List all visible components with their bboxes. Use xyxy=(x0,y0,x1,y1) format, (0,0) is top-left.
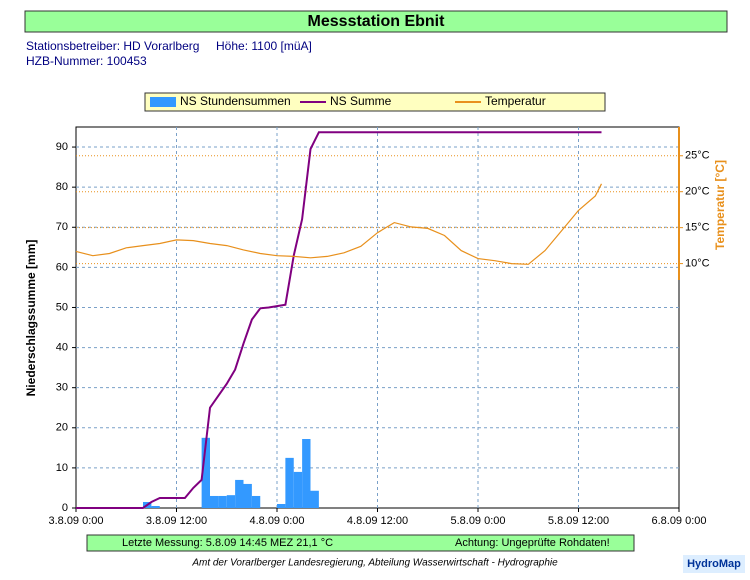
legend xyxy=(144,92,606,112)
bar xyxy=(251,495,261,508)
legend-label: NS Stundensummen xyxy=(180,94,291,108)
title-bar xyxy=(24,10,728,33)
x-tick-label: 5.8.09 12:00 xyxy=(548,515,609,527)
y-tick-label: 60 xyxy=(56,261,68,273)
x-tick-label: 6.8.09 0:00 xyxy=(651,515,706,527)
legend-swatch xyxy=(150,97,176,107)
hzb-number: HZB-Nummer: 100453 xyxy=(26,54,147,68)
bar xyxy=(151,505,160,508)
y-tick-label: 90 xyxy=(56,141,68,153)
line xyxy=(75,183,603,265)
badge xyxy=(683,555,745,573)
x-tick-label: 4.8.09 0:00 xyxy=(249,515,304,527)
line xyxy=(76,131,602,509)
operator: Stationsbetreiber: HD Vorarlberg xyxy=(26,39,199,53)
bar xyxy=(235,479,244,508)
legend-label: NS Summe xyxy=(330,94,392,108)
last-measurement: Letzte Messung: 5.8.09 14:45 MEZ 21,1 °C xyxy=(122,537,333,549)
bar xyxy=(302,439,311,508)
x-tick-label: 3.8.09 0:00 xyxy=(48,515,103,527)
y-tick-label: 10 xyxy=(56,462,68,474)
bar xyxy=(243,483,252,508)
bar xyxy=(277,503,286,508)
y-tick-label: 20 xyxy=(56,422,68,434)
y2-tick-label: 15°C xyxy=(685,222,710,234)
altitude: Höhe: 1100 [müA] xyxy=(216,39,312,53)
bar xyxy=(226,495,236,508)
warning: Achtung: Ungeprüfte Rohdaten! xyxy=(455,537,610,549)
bar xyxy=(285,457,294,508)
plot-frame xyxy=(75,126,680,509)
status-bar xyxy=(86,534,635,552)
y-tick-label: 70 xyxy=(56,221,68,233)
y2-tick-label: 10°C xyxy=(685,257,710,269)
x-tick-label: 3.8.09 12:00 xyxy=(146,515,207,527)
footer: Amt der Vorarlberger Landesregierung, Ab… xyxy=(191,558,558,569)
x-tick-label: 5.8.09 0:00 xyxy=(450,515,505,527)
badge-text[interactable]: HydroMap xyxy=(687,558,741,570)
y-tick-label: 30 xyxy=(56,382,68,394)
bar xyxy=(293,471,303,508)
y2-axis-label: Temperatur [°C] xyxy=(713,160,727,250)
bar xyxy=(201,437,210,508)
y-tick-label: 80 xyxy=(56,181,68,193)
bar xyxy=(310,490,319,508)
y2-tick-label: 20°C xyxy=(685,186,710,198)
y-tick-label: 50 xyxy=(56,301,68,313)
bar xyxy=(210,495,219,508)
y-tick-label: 40 xyxy=(56,341,68,353)
y-tick-label: 0 xyxy=(62,502,68,514)
legend-label: Temperatur xyxy=(485,94,546,108)
x-tick-label: 4.8.09 12:00 xyxy=(347,515,408,527)
y-axis-label: Niederschlagssumme [mm] xyxy=(24,240,38,397)
y2-tick-label: 25°C xyxy=(685,150,710,162)
bar xyxy=(218,495,227,508)
title: Messstation Ebnit xyxy=(308,13,446,30)
